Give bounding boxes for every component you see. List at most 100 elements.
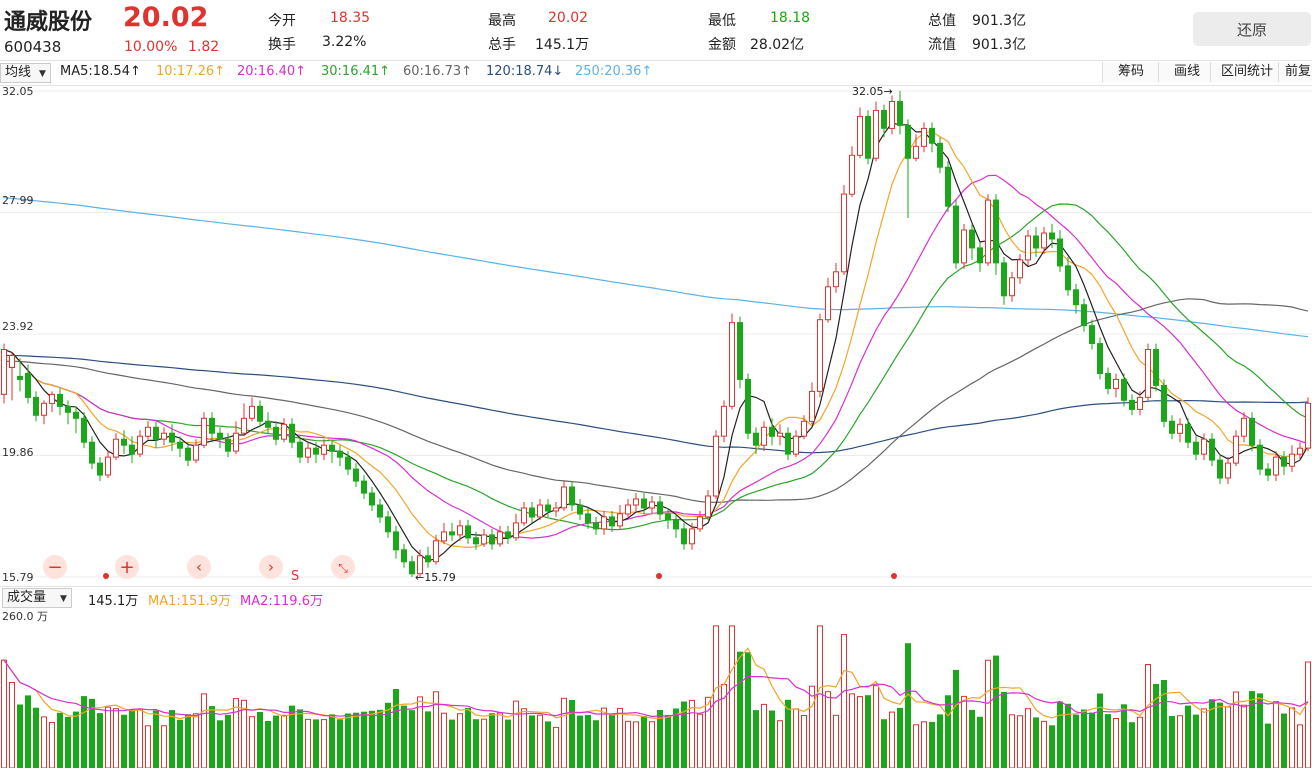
- candle-down: [753, 427, 759, 455]
- volume-bar-up: [1241, 704, 1247, 768]
- candle-body: [441, 531, 447, 542]
- volume-bar-down: [1081, 709, 1087, 768]
- restore-button[interactable]: 还原: [1193, 12, 1311, 46]
- volume-bar-down: [1097, 693, 1103, 768]
- candle-body: [257, 405, 263, 422]
- candle-body: [1249, 417, 1255, 446]
- candle-body: [313, 447, 319, 455]
- volume-bar-up: [1225, 706, 1231, 768]
- volume-bar-up: [705, 696, 711, 768]
- chips-button[interactable]: 筹码: [1102, 62, 1159, 82]
- candle-body: [825, 286, 831, 321]
- volume-bar-up: [321, 719, 327, 768]
- candlestick-chart[interactable]: 32.05 27.99 23.92 19.86 15.79 32.05→ ←15…: [0, 84, 1312, 586]
- candle-body: [873, 109, 879, 159]
- candle-body: [1121, 378, 1127, 401]
- reset-zoom-button[interactable]: ⤡: [331, 555, 355, 579]
- candle-up: [721, 400, 727, 443]
- candle-body: [185, 447, 191, 461]
- volume-bar-down: [577, 715, 583, 768]
- change-pct: 10.00%: [124, 39, 178, 55]
- volume-indicator-select[interactable]: 成交量 ▼: [2, 588, 72, 608]
- volume-bar-up: [601, 707, 607, 768]
- candle-body: [457, 525, 463, 536]
- candle-body: [1153, 349, 1159, 386]
- volume-bar-up: [105, 706, 111, 768]
- candle-body: [513, 522, 519, 539]
- draw-line-button[interactable]: 画线: [1158, 62, 1215, 82]
- candle-down: [953, 200, 959, 269]
- candle-up: [113, 433, 119, 461]
- candle-up: [697, 510, 703, 532]
- candle-down: [33, 391, 39, 422]
- candle-body: [689, 528, 695, 545]
- volume-bar-up: [1009, 714, 1015, 768]
- volume-bar-down: [385, 702, 391, 768]
- volume-bar-down: [1209, 699, 1215, 768]
- candle-body: [433, 540, 439, 563]
- volume-bar-down: [529, 715, 535, 768]
- candle-body: [625, 504, 631, 515]
- pan-right-button[interactable]: ›: [259, 555, 283, 579]
- candle-down: [745, 373, 751, 440]
- candle-body: [753, 432, 759, 446]
- turnover-value: 3.22%: [322, 34, 367, 50]
- candle-down: [185, 442, 191, 467]
- volume-bar-up: [841, 634, 847, 768]
- indicator-select[interactable]: 均线 ▼: [0, 63, 51, 83]
- candle-up: [889, 95, 895, 135]
- y-tick-label: 32.05: [2, 85, 34, 98]
- mktcap-value: 901.3亿: [972, 13, 1027, 29]
- volume-bar-up: [49, 722, 55, 768]
- volume-bar-up: [921, 721, 927, 768]
- zoom-out-button[interactable]: −: [43, 555, 67, 579]
- candle-down: [1121, 373, 1127, 407]
- volume-bar-up: [161, 725, 167, 768]
- volume-bar-down: [641, 716, 647, 768]
- candle-body: [993, 199, 999, 264]
- volume-bar-down: [737, 651, 743, 768]
- candle-down: [665, 507, 671, 529]
- candle-body: [793, 435, 799, 455]
- candle-down: [993, 194, 999, 275]
- high-label: 最高: [488, 13, 516, 29]
- range-stats-button[interactable]: 区间统计: [1210, 62, 1283, 82]
- volume-bar-down: [337, 719, 343, 768]
- candle-body: [321, 444, 327, 455]
- candle-up: [633, 493, 639, 511]
- indicator-select-label: 均线: [5, 65, 32, 80]
- candle-down: [1033, 226, 1039, 257]
- volume-bar-up: [817, 625, 823, 768]
- candle-up: [1273, 451, 1279, 482]
- volume-bar-down: [89, 698, 95, 768]
- candle-up: [761, 421, 767, 452]
- candle-up: [161, 427, 167, 446]
- pan-left-button[interactable]: ‹: [187, 555, 211, 579]
- volume-bar-down: [345, 713, 351, 768]
- open-field: 今开: [268, 10, 296, 30]
- candle-up: [193, 439, 199, 464]
- volume-bar-up: [889, 711, 895, 768]
- sell-signal-label: S: [291, 569, 299, 584]
- volume-bar-up: [729, 625, 735, 768]
- zoom-in-button[interactable]: +: [115, 555, 139, 579]
- volume-bar-up: [1305, 661, 1311, 768]
- candle-down: [785, 427, 791, 461]
- candle-down: [1169, 415, 1175, 440]
- candle-up: [49, 391, 55, 413]
- candle-body: [153, 426, 159, 440]
- volume-bar-up: [1, 659, 7, 768]
- volume-bar-up: [201, 693, 207, 768]
- volume-bar-down: [129, 709, 135, 768]
- volume-bar-down: [289, 705, 295, 768]
- adjust-button[interactable]: 前复: [1278, 62, 1312, 82]
- volume-bar-down: [1001, 691, 1007, 768]
- candle-up: [1297, 442, 1303, 461]
- candle-body: [241, 417, 247, 434]
- candle-down: [1161, 379, 1167, 428]
- candle-body: [641, 498, 647, 509]
- candle-body: [1089, 325, 1095, 345]
- candle-down: [89, 436, 95, 470]
- candle-body: [1161, 384, 1167, 422]
- volume-ma-lines: [3, 647, 1309, 720]
